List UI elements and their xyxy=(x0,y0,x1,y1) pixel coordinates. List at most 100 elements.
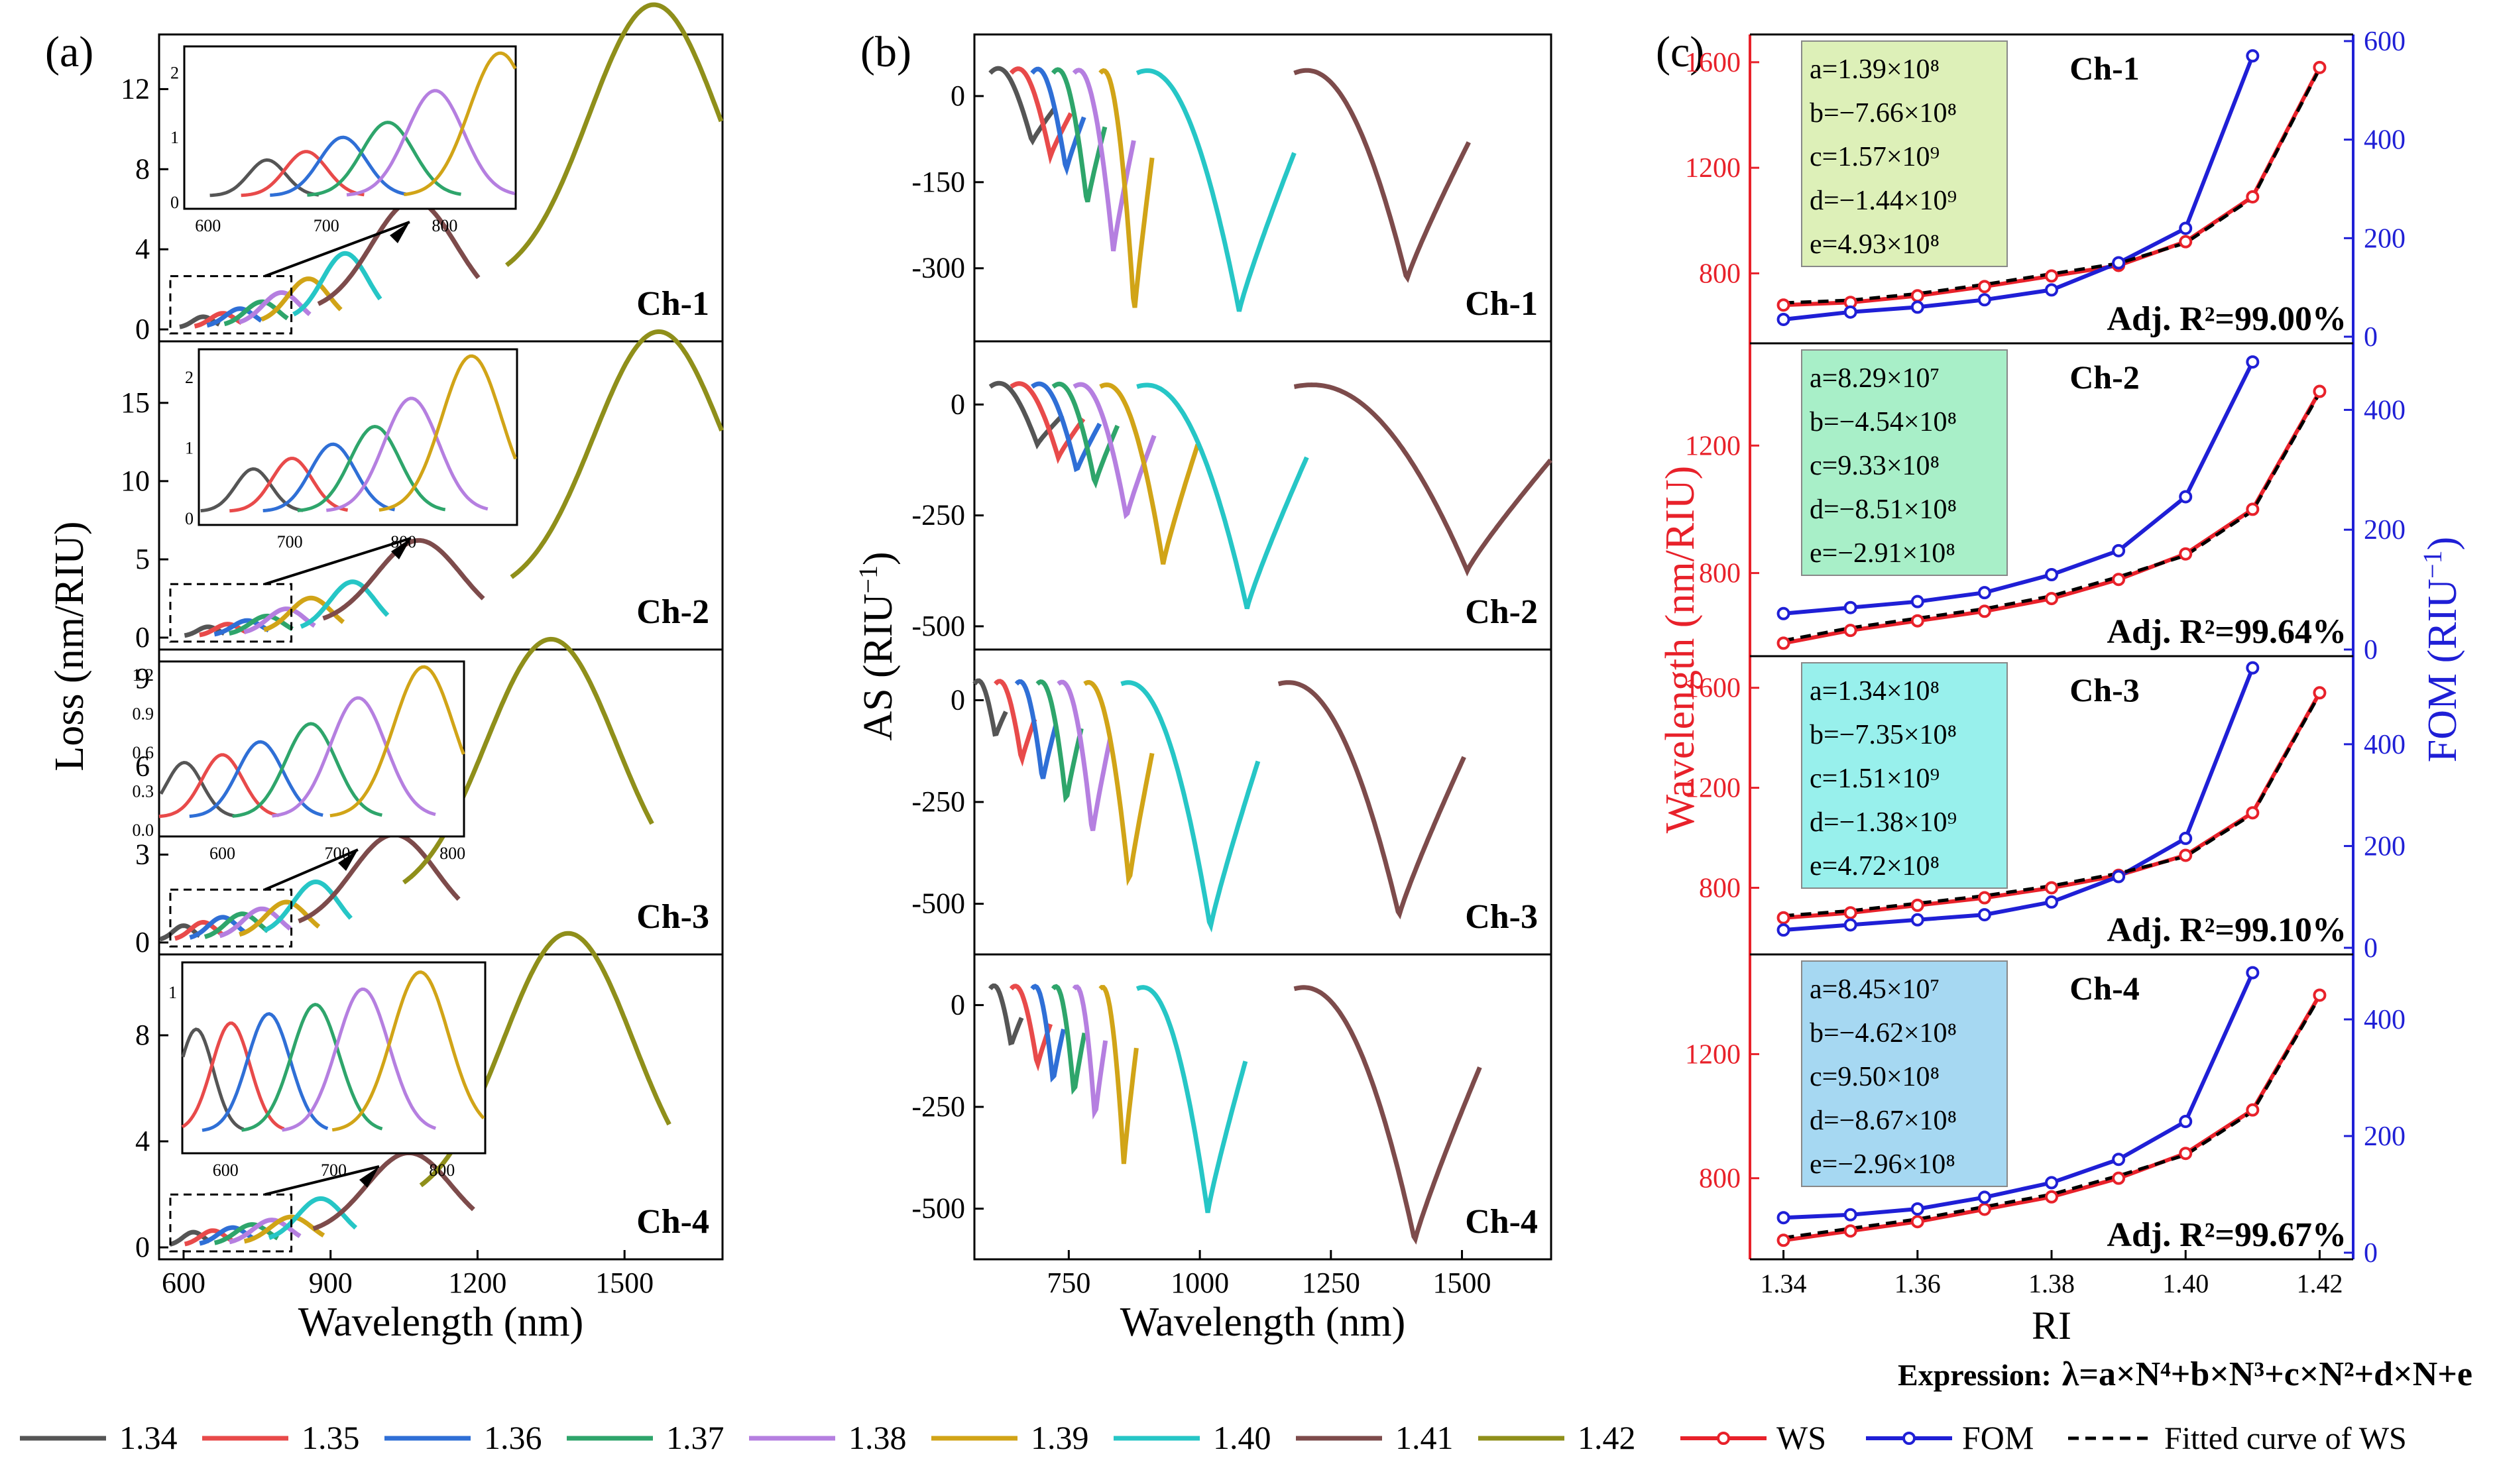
loss-curve-1.39 xyxy=(263,595,345,632)
inset-x-tick: 700 xyxy=(321,1161,347,1180)
as-curve-1.4 xyxy=(1120,680,1261,933)
fit-param: c=9.33×10⁸ xyxy=(1810,451,1940,481)
panel-a-frame xyxy=(158,33,724,1261)
ws-marker xyxy=(2246,806,2260,820)
as-curve-1.38 xyxy=(1057,679,1113,831)
left-tick-label: 1200 xyxy=(1685,1039,1741,1070)
as-curve-1.41 xyxy=(1293,68,1471,283)
inset-y-tick: 1 xyxy=(168,983,177,1002)
ws-marker xyxy=(2179,547,2193,561)
ws-marker xyxy=(2045,881,2058,895)
as-curve-1.4 xyxy=(1136,382,1309,610)
x-tick-label: 750 xyxy=(1047,1267,1090,1299)
as-curve-1.37 xyxy=(1051,984,1087,1095)
legend-label: 1.41 xyxy=(1395,1419,1454,1456)
as-curve-1.4 xyxy=(1135,985,1248,1214)
inset-curve-1.39 xyxy=(329,665,465,818)
ws-marker xyxy=(1910,1215,1924,1229)
fit-line xyxy=(1783,996,2321,1239)
left-tick-label: 1200 xyxy=(1685,153,1741,184)
inset-curve-1.38 xyxy=(346,89,516,197)
fom-marker xyxy=(2246,966,2260,980)
x-tick-label: 1.42 xyxy=(2296,1269,2343,1298)
inset-curve-1.36 xyxy=(262,442,396,512)
fom-marker xyxy=(2179,831,2193,845)
fom-marker xyxy=(1843,600,1857,614)
inset-curve-1.39 xyxy=(378,354,517,512)
left-axis-title: Wavelength (nm/RIU) xyxy=(1658,466,1703,834)
y-axis-title: AS (RIU−1) xyxy=(853,551,901,740)
as-curve-1.37 xyxy=(1035,679,1084,803)
fom-line xyxy=(1783,55,2255,321)
loss-curve-1.41 xyxy=(298,832,461,924)
loss-curve-1.34 xyxy=(184,624,225,638)
arrow-head xyxy=(391,538,411,559)
inset-curve-1.37 xyxy=(297,424,446,512)
legend: 1.34 1.35 1.36 1.37 1.38 1.39 1.40 1.41 1.42 WS FO… xyxy=(20,1419,2407,1456)
fit-params-box xyxy=(1801,662,2008,889)
ws-marker xyxy=(1776,1233,1790,1247)
inset-x-tick: 700 xyxy=(314,216,339,235)
as-curve-1.41 xyxy=(1293,985,1482,1245)
x-tick-label: 1.38 xyxy=(2028,1269,2075,1298)
ws-marker xyxy=(1910,614,1924,628)
channel-label: Ch-1 xyxy=(2069,50,2140,87)
fit-param: b=−4.54×10⁸ xyxy=(1810,407,1957,437)
inset-curve-1.39 xyxy=(404,51,517,196)
ws-marker xyxy=(1843,1224,1857,1238)
right-tick-label: 0 xyxy=(2364,635,2378,665)
x-tick-label: 1.40 xyxy=(2162,1269,2209,1298)
y-tick-label: -250 xyxy=(911,499,965,532)
panel-label-a: (a) xyxy=(45,28,93,76)
inset-x-tick: 800 xyxy=(429,1161,455,1180)
y-tick-label: 8 xyxy=(135,1019,150,1051)
zoom-arrow xyxy=(264,537,412,586)
fom-marker xyxy=(1776,1211,1790,1225)
inset-curve-1.35 xyxy=(229,457,349,513)
right-tick-label: 200 xyxy=(2364,1121,2406,1152)
zoom-box xyxy=(169,1193,293,1253)
loss-curve-1.4 xyxy=(300,579,390,629)
y-tick-label: -500 xyxy=(911,1192,965,1225)
as-curve-1.39 xyxy=(1098,985,1139,1165)
x-tick-label: 1250 xyxy=(1302,1267,1360,1299)
loss-curve-1.38 xyxy=(243,606,316,634)
inset-curve-1.38 xyxy=(326,396,489,512)
channel-label: Ch-4 xyxy=(2069,970,2140,1007)
ws-marker xyxy=(2112,1171,2126,1185)
as-curve-1.35 xyxy=(1009,984,1053,1072)
y-tick-label: 6 xyxy=(135,750,150,783)
x-tick-label: 900 xyxy=(309,1267,353,1299)
as-curve-1.37 xyxy=(1051,67,1108,203)
y-tick-label: 3 xyxy=(135,838,150,870)
fit-params-box xyxy=(1801,349,2008,576)
inset-y-tick: 2 xyxy=(185,368,194,387)
left-tick-label: 800 xyxy=(1699,258,1741,289)
channel-label: Ch-2 xyxy=(2069,359,2140,396)
right-tick-label: 400 xyxy=(2364,395,2406,426)
right-axis-title-sup: −1 xyxy=(2417,550,2447,579)
ws-marker xyxy=(2179,1147,2193,1161)
x-tick-label: 1.34 xyxy=(1761,1269,1807,1298)
as-curve-1.41 xyxy=(1293,382,1552,577)
ws-marker xyxy=(2313,686,2327,700)
arrow-head xyxy=(359,1167,379,1188)
inset-x-tick: 800 xyxy=(439,844,465,863)
loss-curve-1.39 xyxy=(261,276,343,322)
fom-marker xyxy=(2246,355,2260,369)
fom-marker xyxy=(1843,1208,1857,1222)
adj-r2: Adj. R²=99.64% xyxy=(2107,613,2347,651)
left-tick-label: 800 xyxy=(1699,559,1741,589)
ws-marker xyxy=(1776,636,1790,650)
fom-marker xyxy=(2179,490,2193,504)
inset-x-tick: 600 xyxy=(213,1161,239,1180)
right-axis-title: FOM (RIU−1) xyxy=(2417,537,2465,763)
right-tick-label: 0 xyxy=(2364,1238,2378,1269)
inset-x-tick: 700 xyxy=(325,844,351,863)
x-tick-label: 1.36 xyxy=(1894,1269,1941,1298)
right-tick-label: 0 xyxy=(2364,322,2378,353)
y-tick-label: 0 xyxy=(951,683,965,716)
legend-label: 1.37 xyxy=(666,1419,725,1456)
inset-curve-1.38 xyxy=(282,987,437,1132)
fit-param: d=−1.38×10⁹ xyxy=(1810,807,1957,838)
